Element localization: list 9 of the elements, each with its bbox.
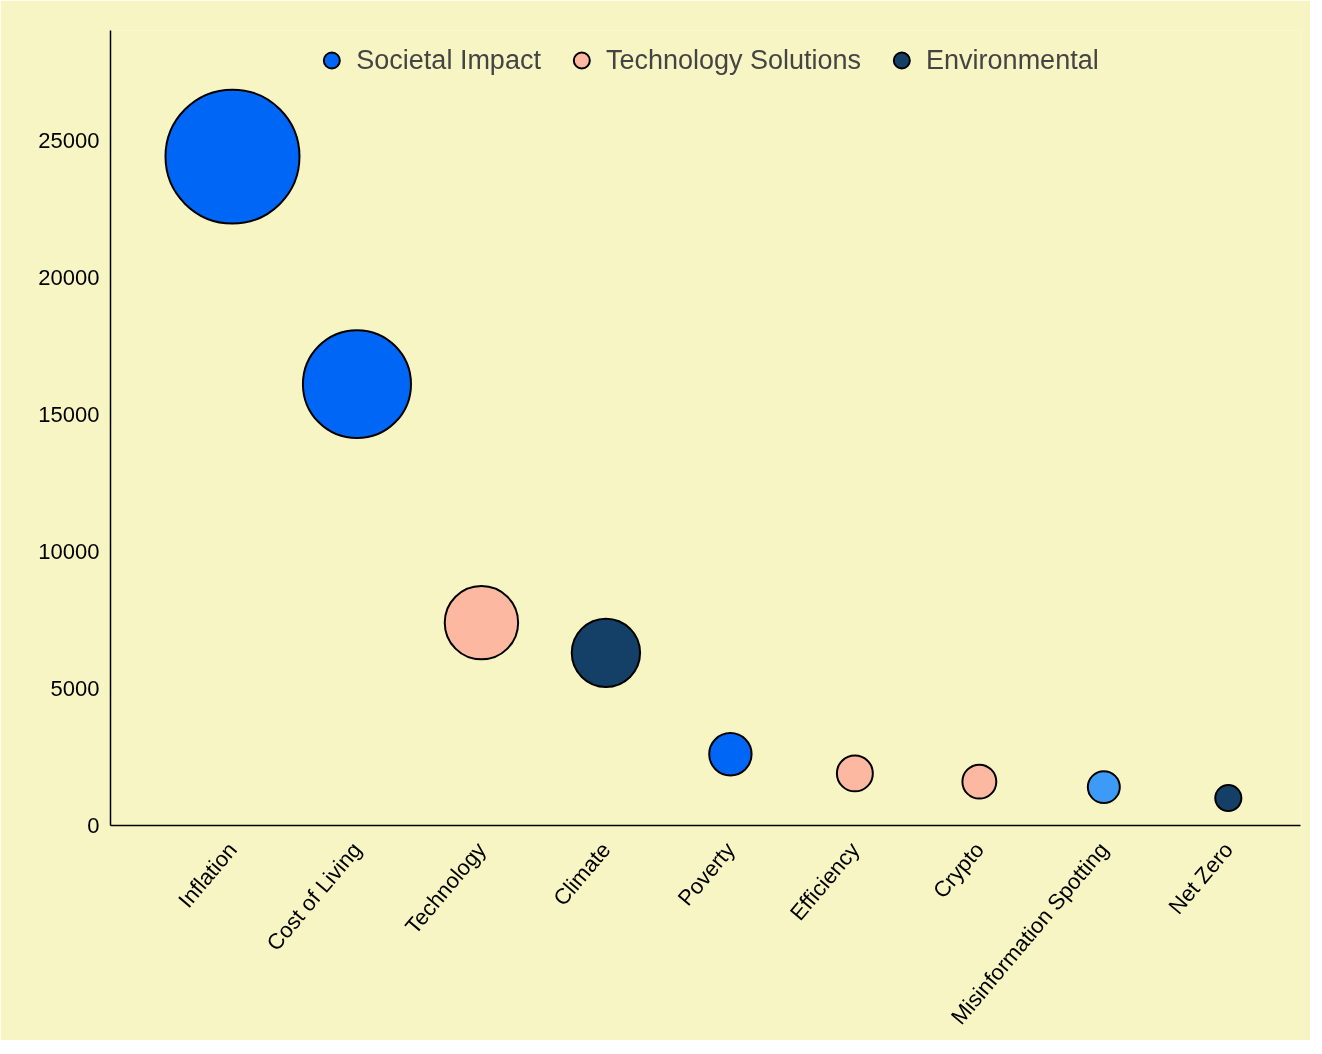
legend-label: Technology Solutions: [605, 44, 862, 76]
y-tick-label: 10000: [38, 538, 100, 564]
y-tick-label: 20000: [38, 264, 100, 290]
y-tick-label: 0: [87, 813, 100, 838]
y-tick-label: 15000: [38, 401, 100, 427]
y-tick-label: 25000: [38, 127, 100, 153]
legend-label: Environmental: [926, 44, 1099, 76]
y-tick-label: 5000: [50, 675, 100, 701]
legend-label: Societal Impact: [356, 44, 541, 76]
